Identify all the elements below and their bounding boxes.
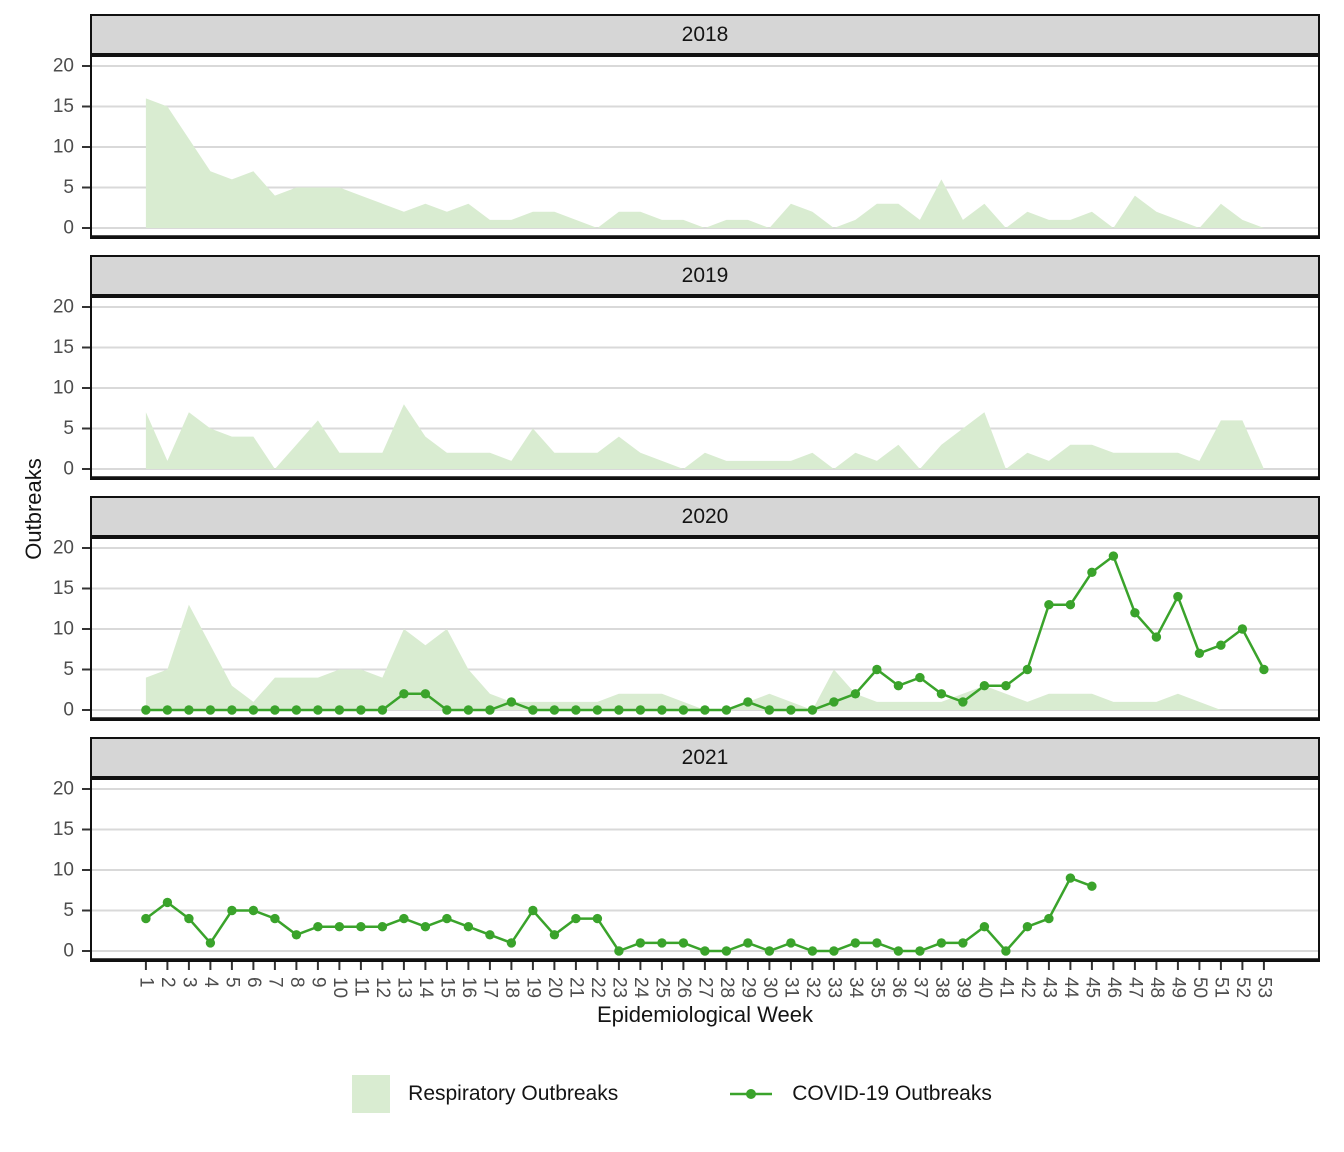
facet-strip-2021: 2021 xyxy=(90,737,1320,778)
svg-text:18: 18 xyxy=(501,977,522,998)
svg-text:52: 52 xyxy=(1232,977,1253,998)
svg-text:20: 20 xyxy=(53,538,74,559)
svg-text:49: 49 xyxy=(1167,977,1188,998)
svg-text:15: 15 xyxy=(53,819,74,840)
svg-text:11: 11 xyxy=(350,977,371,997)
area-swatch-icon xyxy=(352,1075,391,1113)
y-axis-2019: 0 5 10 15 20 xyxy=(53,297,90,480)
x-axis: 1 2 3 4 5 6 7 8 9 10 11 12 13 14 15 16 17 18 19 20 21 22 23 24 2… xyxy=(135,962,1274,999)
legend: Respiratory Outbreaks COVID-19 Outbreaks xyxy=(0,1066,1344,1122)
svg-text:14: 14 xyxy=(415,977,436,999)
svg-text:20: 20 xyxy=(53,779,74,800)
svg-text:43: 43 xyxy=(1038,977,1059,998)
svg-text:47: 47 xyxy=(1124,977,1145,998)
panel-plot-2021 xyxy=(90,778,1320,962)
svg-text:15: 15 xyxy=(53,578,74,599)
panel-plot-2018 xyxy=(90,55,1320,239)
svg-text:46: 46 xyxy=(1103,977,1124,998)
svg-text:10: 10 xyxy=(53,619,74,640)
legend-label-respiratory: Respiratory Outbreaks xyxy=(408,1082,619,1105)
svg-text:29: 29 xyxy=(737,977,758,998)
svg-text:34: 34 xyxy=(845,977,866,999)
svg-text:25: 25 xyxy=(651,977,672,998)
svg-text:40: 40 xyxy=(974,977,995,998)
facet-strip-label: 2018 xyxy=(681,22,729,46)
svg-text:20: 20 xyxy=(53,56,74,77)
facet-strip-2020: 2020 xyxy=(90,496,1320,537)
legend-item-respiratory: Respiratory Outbreaks xyxy=(352,1075,618,1113)
svg-text:0: 0 xyxy=(63,700,74,721)
svg-text:33: 33 xyxy=(823,977,844,998)
svg-text:6: 6 xyxy=(243,977,264,988)
svg-text:5: 5 xyxy=(221,977,242,988)
svg-text:0: 0 xyxy=(63,218,74,239)
svg-text:5: 5 xyxy=(63,418,74,439)
svg-text:23: 23 xyxy=(608,977,629,998)
svg-text:10: 10 xyxy=(53,860,74,881)
svg-text:45: 45 xyxy=(1081,977,1102,998)
svg-text:32: 32 xyxy=(802,977,823,998)
svg-text:53: 53 xyxy=(1253,977,1274,998)
svg-text:3: 3 xyxy=(178,977,199,988)
svg-text:16: 16 xyxy=(458,977,479,998)
x-axis-title: Epidemiological Week xyxy=(596,1002,814,1027)
y-axis-2018: 0 5 10 15 20 xyxy=(53,56,90,239)
y-axis-2020: 0 5 10 15 20 xyxy=(53,538,90,721)
svg-text:0: 0 xyxy=(63,459,74,480)
svg-text:15: 15 xyxy=(53,337,74,358)
svg-text:50: 50 xyxy=(1189,977,1210,998)
svg-text:1: 1 xyxy=(135,977,156,988)
svg-text:10: 10 xyxy=(53,378,74,399)
svg-text:10: 10 xyxy=(53,137,74,158)
svg-text:28: 28 xyxy=(716,977,737,998)
svg-text:15: 15 xyxy=(53,96,74,117)
panel-plot-2020 xyxy=(90,537,1320,721)
svg-text:17: 17 xyxy=(479,977,500,998)
svg-text:30: 30 xyxy=(759,977,780,998)
facet-strip-label: 2019 xyxy=(681,263,729,287)
panel-plot-2019 xyxy=(90,296,1320,480)
svg-text:8: 8 xyxy=(286,977,307,988)
svg-text:5: 5 xyxy=(63,900,74,921)
svg-text:20: 20 xyxy=(544,977,565,998)
svg-text:0: 0 xyxy=(63,941,74,962)
svg-text:15: 15 xyxy=(436,977,457,998)
svg-text:21: 21 xyxy=(565,977,586,998)
facet-strip-2019: 2019 xyxy=(90,255,1320,296)
svg-text:12: 12 xyxy=(372,977,393,998)
facet-strip-2018: 2018 xyxy=(90,14,1320,55)
svg-text:48: 48 xyxy=(1146,977,1167,998)
y-axis-2021: 0 5 10 15 20 xyxy=(53,779,90,962)
svg-text:31: 31 xyxy=(780,977,801,998)
svg-text:22: 22 xyxy=(587,977,608,998)
svg-text:5: 5 xyxy=(63,177,74,198)
svg-text:36: 36 xyxy=(888,977,909,998)
svg-text:37: 37 xyxy=(909,977,930,998)
svg-text:51: 51 xyxy=(1210,977,1231,998)
legend-label-covid: COVID-19 Outbreaks xyxy=(792,1082,992,1105)
svg-text:27: 27 xyxy=(694,977,715,998)
svg-text:38: 38 xyxy=(931,977,952,998)
svg-text:35: 35 xyxy=(866,977,887,998)
line-point-key-icon xyxy=(730,1089,773,1099)
svg-text:19: 19 xyxy=(522,977,543,998)
svg-text:41: 41 xyxy=(995,977,1016,998)
svg-text:44: 44 xyxy=(1060,977,1081,999)
svg-text:2: 2 xyxy=(157,977,178,988)
facet-strip-label: 2020 xyxy=(681,504,729,528)
svg-text:26: 26 xyxy=(673,977,694,998)
svg-text:10: 10 xyxy=(329,977,350,998)
svg-text:24: 24 xyxy=(630,977,651,999)
legend-item-covid: COVID-19 Outbreaks xyxy=(728,1082,992,1106)
svg-text:4: 4 xyxy=(200,977,221,988)
svg-text:5: 5 xyxy=(63,659,74,680)
svg-text:9: 9 xyxy=(307,977,328,988)
svg-text:7: 7 xyxy=(264,977,285,988)
svg-text:20: 20 xyxy=(53,297,74,318)
svg-text:42: 42 xyxy=(1017,977,1038,998)
facet-strip-label: 2021 xyxy=(681,745,729,769)
svg-text:13: 13 xyxy=(393,977,414,998)
svg-text:39: 39 xyxy=(952,977,973,998)
